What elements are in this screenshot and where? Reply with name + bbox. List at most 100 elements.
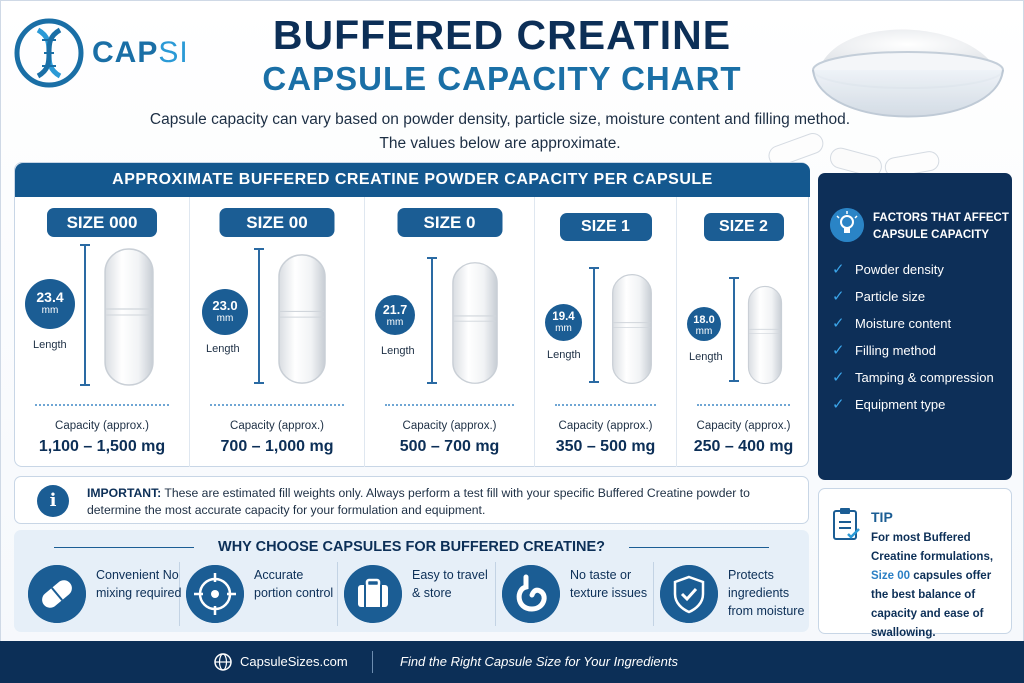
capsule-image [452, 262, 498, 384]
divider-right [629, 547, 769, 548]
factors-title: FACTORS THAT AFFECT CAPSULE CAPACITY [873, 212, 1009, 241]
factor-label: Filling method [855, 343, 936, 358]
capsule-size-columns: SIZE 000 23.4 mm Length Capacity (approx… [15, 197, 810, 467]
capacity-value: 250 – 400 mg [693, 438, 794, 455]
factor-item: ✓ Tamping & compression [832, 369, 995, 386]
tip-text: For most Buffered Creatine formulations,… [871, 532, 994, 639]
length-label: Length [206, 343, 240, 355]
checkmark-icon: ✓ [832, 288, 845, 305]
capacity-label: Capacity (approx.) [402, 420, 497, 432]
divider-left [54, 547, 194, 548]
checkmark-icon: ✓ [832, 315, 845, 332]
clipboard-icon [833, 508, 860, 540]
page-subtitle-heading: CAPSULE CAPACITY CHART [262, 60, 742, 97]
capsule-column: SIZE 2 18.0 mm Length Capacity (approx.)… [677, 197, 810, 467]
length-unit: mm [216, 313, 234, 325]
pill-icon [28, 565, 86, 623]
checkmark-icon: ✓ [832, 342, 845, 359]
capacity-value: 500 – 700 mg [399, 438, 500, 455]
length-value: 18.0 [693, 313, 715, 326]
size-badge: SIZE 000 [47, 208, 157, 237]
capsule-column: SIZE 0 21.7 mm Length Capacity (approx.)… [365, 197, 535, 467]
length-unit: mm [555, 323, 572, 335]
globe-icon [214, 653, 232, 671]
brand-logo: CAPSI [14, 18, 189, 88]
footer-site-link[interactable]: CapsuleSizes.com [240, 654, 348, 669]
dotted-divider [35, 404, 169, 406]
dna-logo-icon [14, 18, 84, 88]
dotted-divider [210, 404, 344, 406]
benefit-item: No taste or texture issues [496, 562, 654, 626]
checkmark-icon: ✓ [832, 261, 845, 278]
factor-label: Tamping & compression [855, 370, 994, 385]
capacity-value: 350 – 500 mg [555, 438, 656, 455]
brand-name: CAPSI [92, 36, 189, 69]
length-indicator-line [589, 267, 599, 383]
length-value: 19.4 [552, 311, 575, 324]
factor-item: ✓ Powder density [832, 261, 995, 278]
capacity-label: Capacity (approx.) [55, 420, 149, 432]
benefit-item: Easy to travel & store [338, 562, 496, 626]
info-icon: i [37, 485, 69, 517]
length-indicator-line [254, 248, 264, 384]
benefit-text: Easy to travel & store [412, 568, 488, 600]
capacity-label: Capacity (approx.) [230, 420, 324, 432]
checkmark-icon: ✓ [832, 396, 845, 413]
tip-box: TIP For most Buffered Creatine formulati… [818, 488, 1012, 639]
suitcase-icon [344, 565, 402, 623]
dotted-divider [385, 404, 514, 406]
factor-label: Equipment type [855, 397, 946, 412]
size-badge: SIZE 00 [219, 208, 335, 237]
benefit-text: No taste or texture issues [570, 568, 648, 600]
length-value-badge: 23.0 mm [202, 289, 248, 335]
capacity-panel: APPROXIMATE BUFFERED CREATINE POWDER CAP… [14, 162, 810, 467]
length-unit: mm [41, 305, 59, 316]
size-badge: SIZE 0 [397, 208, 502, 237]
length-value: 23.4 [36, 289, 64, 305]
important-text: IMPORTANT: These are estimated fill weig… [87, 486, 750, 517]
why-capsules-section: WHY CHOOSE CAPSULES FOR BUFFERED CREATIN… [14, 530, 809, 632]
capsule-image [747, 285, 783, 385]
dotted-divider [697, 404, 790, 406]
factor-item: ✓ Particle size [832, 288, 995, 305]
capsule-column: SIZE 000 23.4 mm Length Capacity (approx… [15, 197, 190, 467]
page-title: BUFFERED CREATINE [272, 12, 732, 58]
length-label: Length [33, 339, 67, 351]
benefit-item: Protects ingredients from moisture [654, 562, 812, 626]
length-value: 21.7 [382, 303, 408, 317]
lightbulb-icon [830, 208, 864, 242]
factor-item: ✓ Filling method [832, 342, 995, 359]
capsule-image [612, 274, 652, 384]
benefit-text: Convenient No mixing required [96, 568, 182, 600]
length-indicator-line [80, 244, 90, 386]
footer-tagline: Find the Right Capsule Size for Your Ing… [400, 654, 678, 669]
factor-item: ✓ Equipment type [832, 396, 995, 413]
length-indicator-line [729, 277, 739, 382]
stomach-icon [502, 565, 560, 623]
capacity-label: Capacity (approx.) [558, 420, 653, 432]
length-label: Length [381, 345, 415, 357]
dotted-divider [555, 404, 656, 406]
benefit-item: Accurate portion control [180, 562, 338, 626]
capacity-value: 1,100 – 1,500 mg [38, 438, 166, 455]
footer-divider [372, 651, 373, 673]
tip-title: TIP [871, 509, 893, 525]
length-value-badge: 23.4 mm [25, 279, 75, 329]
benefit-text: Protects ingredients from moisture [728, 568, 805, 618]
checkmark-icon: ✓ [832, 369, 845, 386]
factors-list: ✓ Powder density ✓ Particle size ✓ Moisture c… [832, 261, 995, 423]
important-notice: i IMPORTANT: These are estimated fill we… [14, 476, 809, 524]
factor-label: Powder density [855, 262, 944, 277]
footer: CapsuleSizes.com Find the Right Capsule … [0, 641, 1024, 683]
length-label: Length [547, 349, 581, 361]
capsule-image [278, 254, 326, 384]
length-value-badge: 18.0 mm [687, 307, 721, 341]
target-icon [186, 565, 244, 623]
benefits-list: Convenient No mixing required Accurate p… [22, 562, 812, 626]
factor-label: Particle size [855, 289, 926, 304]
size-badge: SIZE 1 [559, 213, 652, 241]
length-unit: mm [695, 325, 713, 337]
intro-text: Capsule capacity can vary based on powde… [149, 111, 851, 152]
capsule-column: SIZE 00 23.0 mm Length Capacity (approx.… [190, 197, 365, 467]
capsule-column: SIZE 1 19.4 mm Length Capacity (approx.)… [535, 197, 677, 467]
